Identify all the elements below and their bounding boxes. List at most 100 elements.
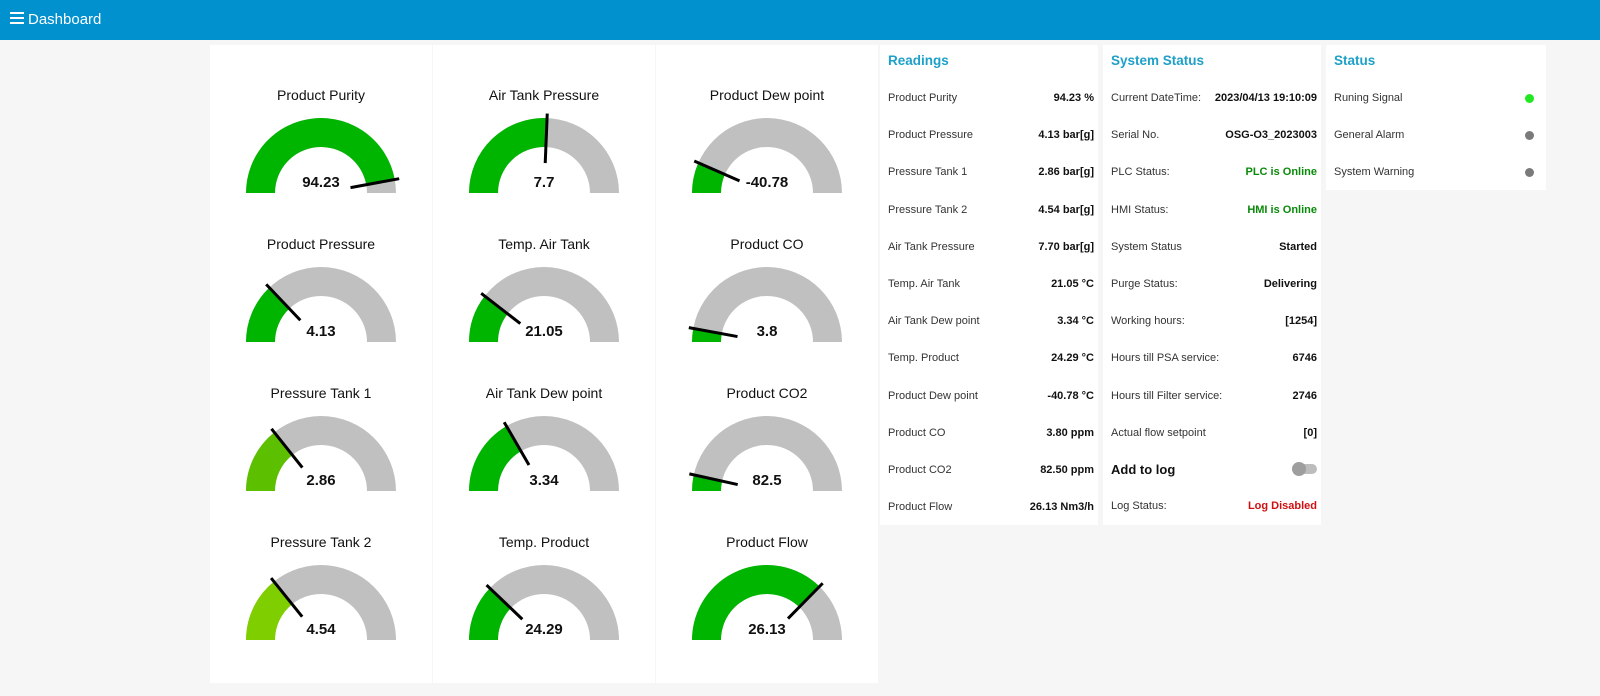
reading-label: Product Pressure bbox=[888, 129, 973, 142]
system-status-value: [1254] bbox=[1285, 315, 1317, 328]
gauge-air-tank-dew-point: Air Tank Dew point 3.34°C-2050 bbox=[433, 343, 655, 495]
gauge-title: Air Tank Dew point bbox=[485, 385, 603, 401]
gauge-dial: -40.78°C-5020 bbox=[692, 118, 842, 193]
reading-label: Product Purity bbox=[888, 92, 958, 104]
reading-row: Air Tank Pressure 7.70 bar[g] bbox=[888, 237, 1094, 257]
reading-value: 3.80 ppm bbox=[1046, 426, 1094, 439]
gauge-column-2: Air Tank Pressure 7.7bar[g]015 Temp. Air… bbox=[433, 45, 655, 683]
gauge-needle bbox=[265, 283, 302, 322]
gauge-title: Product CO bbox=[730, 236, 804, 252]
status-row: System Warning bbox=[1334, 162, 1534, 182]
system-status-value: Delivering bbox=[1263, 278, 1317, 290]
panel-title: Status bbox=[1334, 53, 1376, 68]
system-status-row: Current DateTime: 2023/04/13 19:10:09 bbox=[1111, 88, 1317, 108]
gauge-temp-air-tank: Temp. Air Tank 21.05°C0100 bbox=[433, 194, 655, 346]
reading-label: Air Tank Pressure bbox=[888, 240, 975, 253]
system-status-label: Purge Status: bbox=[1111, 278, 1178, 290]
status-row: Runing Signal bbox=[1334, 88, 1534, 108]
status-label: System Warning bbox=[1334, 166, 1415, 179]
gauge-title: Temp. Product bbox=[498, 534, 590, 550]
status-label: Runing Signal bbox=[1334, 92, 1403, 104]
gauge-fill bbox=[692, 474, 723, 491]
status-panel: Status Runing Signal General Alarm System … bbox=[1326, 45, 1546, 190]
gauge-track bbox=[469, 267, 619, 342]
panel-title: Readings bbox=[888, 53, 949, 68]
panel-title: System Status bbox=[1111, 53, 1205, 68]
status-indicator-icon bbox=[1525, 93, 1534, 103]
gauge-dial: 3.34°C-2050 bbox=[469, 416, 619, 491]
reading-row: Air Tank Dew point 3.34 °C bbox=[888, 311, 1094, 331]
gauge-value: 3.8 bbox=[757, 323, 778, 340]
add-to-log-toggle[interactable] bbox=[1292, 462, 1317, 476]
add-to-log-row: Add to log bbox=[1111, 459, 1317, 479]
reading-row: Product Dew point -40.78 °C bbox=[888, 386, 1094, 406]
system-status-label: HMI Status: bbox=[1111, 203, 1169, 216]
gauge-title: Product Purity bbox=[277, 87, 365, 103]
gauge-title: Product CO2 bbox=[726, 385, 808, 401]
log-status-value: Log Disabled bbox=[1247, 500, 1317, 512]
system-status-row: Actual flow setpoint [0] bbox=[1111, 423, 1317, 443]
status-row: General Alarm bbox=[1334, 125, 1534, 145]
gauge-value: 82.5 bbox=[752, 472, 781, 489]
system-status-row: Hours till PSA service: 6746 bbox=[1111, 348, 1317, 368]
gauge-title: Temp. Air Tank bbox=[498, 236, 590, 252]
gauge-fill bbox=[246, 118, 395, 193]
system-status-row: Hours till Filter service: 2746 bbox=[1111, 386, 1317, 406]
toggle-knob bbox=[1292, 462, 1306, 476]
reading-label: Pressure Tank 1 bbox=[888, 166, 968, 179]
gauge-product-co: Product CO 3.8ppm065 bbox=[656, 194, 878, 346]
top-bar: Dashboard bbox=[0, 0, 1600, 40]
reading-value: -40.78 °C bbox=[1047, 389, 1094, 402]
gauge-title: Product Dew point bbox=[709, 87, 825, 103]
reading-row: Product Purity 94.23 % bbox=[888, 88, 1094, 108]
gauge-dial: 24.29°C0100 bbox=[469, 565, 619, 640]
gauge-needle bbox=[269, 577, 304, 618]
system-status-row: HMI Status: HMI is Online bbox=[1111, 200, 1317, 220]
gauge-track bbox=[246, 565, 396, 640]
reading-value: 82.50 ppm bbox=[1040, 464, 1094, 476]
gauge-track bbox=[469, 565, 619, 640]
reading-label: Pressure Tank 2 bbox=[888, 203, 968, 216]
reading-value: 21.05 °C bbox=[1051, 278, 1094, 290]
gauge-fill bbox=[246, 287, 290, 342]
gauge-title: Pressure Tank 2 bbox=[270, 534, 372, 550]
system-status-label: Working hours: bbox=[1111, 315, 1185, 328]
gauge-needle bbox=[786, 582, 824, 620]
reading-label: Temp. Air Tank bbox=[888, 278, 960, 290]
reading-value: 7.70 bar[g] bbox=[1038, 240, 1094, 253]
reading-label: Product Flow bbox=[888, 501, 953, 514]
gauge-dial: 82.5ppm01200 bbox=[689, 416, 842, 491]
gauge-fill bbox=[692, 328, 722, 342]
system-status-label: Hours till Filter service: bbox=[1111, 389, 1223, 402]
gauge-track bbox=[692, 267, 842, 342]
gauge-track bbox=[246, 416, 396, 491]
reading-label: Product CO2 bbox=[888, 464, 952, 476]
gauge-value: -40.78 bbox=[746, 174, 789, 191]
status-label: General Alarm bbox=[1334, 129, 1405, 142]
hamburger-icon[interactable] bbox=[10, 12, 24, 26]
gauge-dial: 7.7bar[g]015 bbox=[469, 113, 619, 193]
gauge-fill bbox=[692, 565, 820, 640]
system-status-label: Actual flow setpoint bbox=[1111, 426, 1206, 439]
gauge-value: 2.86 bbox=[306, 472, 335, 489]
gauge-title: Pressure Tank 1 bbox=[270, 385, 372, 401]
status-indicator-icon bbox=[1525, 167, 1534, 177]
system-status-value: HMI is Online bbox=[1247, 203, 1317, 216]
system-status-panel: System Status Current DateTime: 2023/04/1… bbox=[1103, 45, 1321, 525]
system-status-row: PLC Status: PLC is Online bbox=[1111, 162, 1317, 182]
reading-row: Pressure Tank 2 4.54 bar[g] bbox=[888, 200, 1094, 220]
gauge-value: 3.34 bbox=[529, 472, 559, 489]
system-status-label: Hours till PSA service: bbox=[1111, 352, 1220, 365]
gauge-dial: 94.23%0100 bbox=[246, 118, 400, 193]
gauge-track bbox=[692, 118, 842, 193]
gauge-value: 26.13 bbox=[748, 621, 786, 638]
log-status-label: Log Status: bbox=[1111, 500, 1167, 512]
reading-row: Temp. Product 24.29 °C bbox=[888, 348, 1094, 368]
system-status-value: OSG-O3_2023003 bbox=[1225, 129, 1317, 142]
gauge-value: 21.05 bbox=[525, 323, 563, 340]
system-status-row: Serial No. OSG-O3_2023003 bbox=[1111, 125, 1317, 145]
